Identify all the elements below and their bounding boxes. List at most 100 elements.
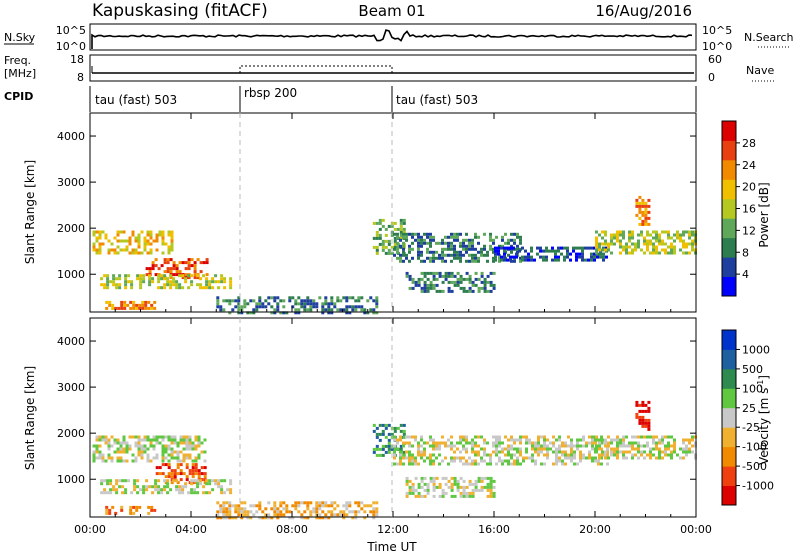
cpid-label: CPID — [4, 90, 33, 103]
power-colorbar-label: Power [dB] — [757, 182, 771, 247]
colorbar-swatch — [722, 330, 736, 350]
colorbar-tick: 100 — [742, 382, 763, 395]
cpid-strip: CPID tau (fast) 503 rbsp 200 tau (fast) … — [4, 86, 697, 112]
colorbar-swatch — [722, 349, 736, 370]
xtick-label: 16:00 — [478, 523, 510, 536]
xtick-label: 12:00 — [377, 523, 409, 536]
echo-band — [105, 505, 157, 515]
colorbar-swatch — [722, 121, 736, 141]
nave-tick-bottom: 0 — [708, 71, 715, 84]
colorbar-swatch — [722, 140, 736, 161]
velocity-echoes — [92, 400, 697, 520]
nave-trace — [239, 65, 393, 73]
velocity-colorbar: 1000 500 100 25 -25 -100 -500 -1000 — [721, 329, 774, 506]
freq-label-2: [MHz] — [4, 67, 36, 80]
colorbar-tick: 8 — [742, 246, 749, 259]
nsearch-label: N.Search — [744, 31, 794, 44]
colorbar-swatch — [722, 198, 736, 219]
echo-band — [405, 476, 496, 498]
freq-label-1: Freq. — [4, 54, 31, 67]
colorbar-swatch — [722, 276, 736, 297]
velocity-ylabel: Slant Range [km] — [23, 366, 37, 470]
echo-band — [100, 479, 233, 495]
colorbar-swatch — [722, 237, 736, 258]
colorbar-tick: 4 — [742, 268, 749, 281]
ytick-label: 3000 — [57, 381, 85, 394]
echo-band — [595, 230, 697, 255]
nsky-trace — [91, 29, 693, 49]
freq-tick-bottom: 8 — [77, 71, 84, 84]
colorbar-swatch — [722, 485, 736, 506]
ytick-label: 1000 — [57, 473, 85, 486]
colorbar-swatch — [722, 368, 736, 389]
ytick-label: 4000 — [57, 130, 85, 143]
power-panel: 4000 3000 2000 1000 Slant Range [km] — [23, 112, 697, 315]
echo-band — [635, 195, 651, 226]
echo-band — [105, 300, 157, 310]
xtick-label: 08:00 — [276, 523, 308, 536]
colorbar-tick: 16 — [742, 203, 756, 216]
colorbar-tick: 25 — [742, 402, 756, 415]
nave-label: Nave — [746, 64, 774, 77]
echo-band — [372, 218, 406, 255]
echo-band — [405, 271, 496, 293]
xtick-label: 00:00 — [74, 523, 106, 536]
colorbar-tick: 24 — [742, 159, 756, 172]
ytick-label: 1000 — [57, 268, 85, 281]
cpid-segment-1: tau (fast) 503 — [95, 93, 177, 107]
echo-band — [216, 296, 379, 315]
colorbar-swatch — [722, 407, 736, 428]
cpid-segment-3: tau (fast) 503 — [396, 93, 478, 107]
colorbar-tick: -25 — [742, 421, 760, 434]
colorbar-swatch — [722, 179, 736, 200]
velocity-panel: 4000 3000 2000 1000 00:00 04:00 08:00 12:00 16:… — [23, 317, 712, 554]
colorbar-swatch — [722, 218, 736, 239]
colorbar-swatch — [722, 427, 736, 448]
beam-title: Beam 01 — [358, 2, 425, 20]
cpid-segment-2: rbsp 200 — [244, 86, 297, 100]
date-title: 16/Aug/2016 — [595, 2, 692, 20]
nsky-tick-bottom: 10^0 — [56, 40, 86, 53]
colorbar-swatch — [722, 466, 736, 486]
nsearch-tick-bottom: 10^0 — [702, 40, 732, 53]
colorbar-swatch — [722, 257, 736, 277]
xtick-label: 20:00 — [579, 523, 611, 536]
nsearch-tick-top: 10^5 — [702, 24, 732, 37]
freq-tick-top: 18 — [70, 53, 84, 66]
velocity-colorbar-label: Velocity [m s-1] — [756, 375, 771, 465]
power-echoes — [92, 195, 697, 315]
power-ylabel: Slant Range [km] — [23, 160, 37, 264]
time-xlabel: Time UT — [366, 540, 417, 554]
nsky-strip: N.Sky 10^5 10^0 10^5 10^0 N.Search — [4, 23, 794, 53]
echo-band — [92, 230, 174, 255]
colorbar-tick: 1000 — [742, 343, 770, 356]
colorbar-tick: 20 — [742, 181, 756, 194]
xtick-label: 04:00 — [175, 523, 207, 536]
ytick-label: 4000 — [57, 335, 85, 348]
colorbar-tick: 500 — [742, 363, 763, 376]
colorbar-swatch — [722, 388, 736, 409]
colorbar-tick: -500 — [742, 460, 767, 473]
nsky-label: N.Sky — [4, 31, 36, 44]
power-colorbar: 28 24 20 16 12 8 4 — [721, 120, 756, 297]
xtick-label: 00:00 — [680, 523, 712, 536]
ytick-label: 2000 — [57, 427, 85, 440]
nsky-tick-top: 10^5 — [56, 24, 86, 37]
ytick-label: 3000 — [57, 176, 85, 189]
echo-band — [635, 400, 651, 431]
echo-band — [494, 246, 608, 262]
station-title: Kapuskasing (fitACF) — [92, 1, 268, 21]
echo-band — [100, 274, 233, 290]
colorbar-tick: -1000 — [742, 480, 774, 493]
colorbar-tick: 12 — [742, 224, 756, 237]
echo-band — [393, 435, 609, 466]
colorbar-swatch — [722, 446, 736, 467]
nave-tick-top: 60 — [708, 53, 722, 66]
echo-band — [92, 435, 207, 463]
colorbar-swatch — [722, 159, 736, 180]
echo-band — [595, 435, 697, 460]
echo-band — [216, 501, 379, 520]
colorbar-tick: -100 — [742, 441, 767, 454]
freq-strip: Freq. [MHz] 18 8 60 0 Nave — [4, 53, 776, 84]
ytick-label: 2000 — [57, 222, 85, 235]
